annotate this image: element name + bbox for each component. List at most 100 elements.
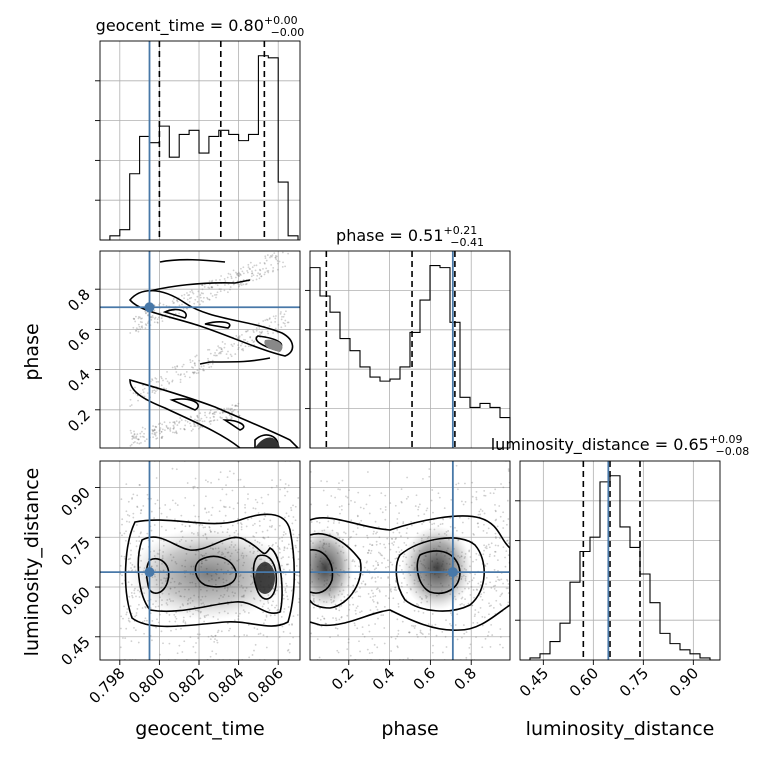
sample-point [387,576,390,578]
sample-point [120,555,123,558]
sample-point [133,626,135,629]
title-phase: phase = 0.51+0.21 −0.41 [336,224,484,249]
sample-point [139,328,142,330]
sample-point [353,560,356,563]
sample-point [241,270,244,273]
sample-point [364,583,367,585]
sample-point [356,627,359,630]
sample-point [370,577,373,580]
sample-point [290,589,293,592]
sample-point [441,522,444,525]
sample-point [137,641,140,644]
sample-point [229,288,231,291]
sample-point [464,482,466,485]
sample-point [194,425,197,428]
density-phase-distance [310,461,510,660]
sample-point [482,553,485,556]
sample-point [487,634,489,637]
sample-point [220,348,223,350]
sample-point [144,427,147,430]
sample-point [210,514,213,517]
sample-point [377,564,380,566]
sample-point [335,608,338,610]
sample-point [297,558,300,561]
sample-point [153,431,156,434]
sample-point [353,622,356,625]
sample-point [196,486,199,489]
sample-point [268,325,271,327]
sample-point [388,584,391,586]
sample-point [225,493,228,496]
sample-point [236,405,239,408]
sample-point [152,425,154,427]
sample-point [261,330,264,333]
sample-point [138,325,141,328]
sample-point [144,310,147,313]
sample-point [129,398,132,401]
sample-point [287,515,290,518]
sample-point [246,269,249,272]
sample-point [229,409,232,411]
sample-point [163,387,165,390]
sample-point [212,419,215,422]
sample-point [214,638,216,640]
sample-point [154,390,157,393]
sample-point [153,318,156,320]
sample-point [464,501,467,503]
sample-point [490,604,492,607]
sample-point [238,336,241,339]
sample-point [181,365,184,368]
sample-point [214,294,216,296]
sample-point [483,549,485,552]
sample-point [455,483,458,486]
sample-point [333,519,335,522]
sample-point [495,589,498,592]
sample-point [449,517,452,519]
sample-point [210,286,213,288]
contour-time-distance-outer [124,513,296,628]
sample-point [123,532,126,535]
sample-point [326,480,328,483]
sample-point [276,262,279,265]
sample-point [130,443,133,446]
sample-point [278,636,281,638]
sample-point [266,270,269,273]
sample-point [354,609,357,612]
sample-point [485,576,488,579]
sample-point [395,537,397,540]
sample-point [494,532,497,535]
sample-point [259,269,262,272]
sample-point [287,606,290,608]
sample-point [143,395,146,398]
sample-point [298,574,300,577]
sample-point [507,583,510,585]
sample-point [132,436,135,439]
sample-point [224,343,226,345]
sample-point [354,624,356,627]
sample-point [119,564,122,567]
frame-time-phase [99,250,301,449]
y-tick-label: 0.4 [64,366,94,396]
sample-point [383,642,386,645]
sample-point [368,652,371,655]
sample-point [285,512,288,515]
sample-point [174,366,176,368]
sample-point [210,481,213,484]
sample-point [257,272,260,275]
sample-point [155,381,158,383]
sample-point [391,563,394,566]
sample-point [367,592,370,595]
sample-point [136,433,139,436]
sample-point [225,353,228,356]
sample-point [252,507,255,510]
sample-point [125,627,128,630]
sample-point [505,550,508,553]
sample-point [234,404,237,407]
sample-point [387,565,390,568]
sample-point [258,520,261,523]
sample-point [449,525,452,528]
sample-point [397,605,400,608]
sample-point [272,332,274,334]
sample-point [396,635,399,638]
